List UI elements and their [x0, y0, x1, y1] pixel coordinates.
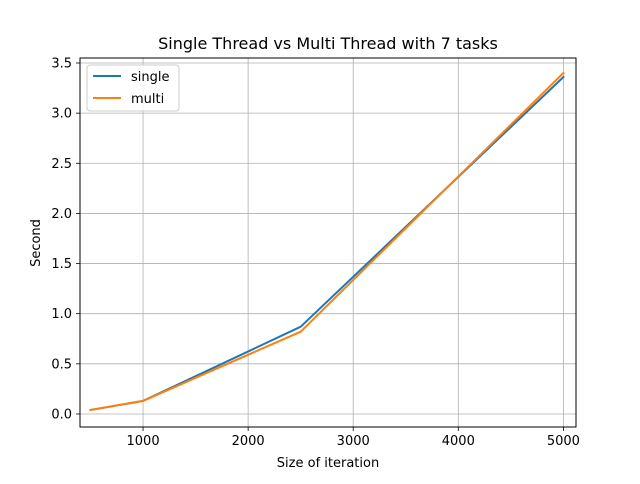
y-tick-label: 2.5: [51, 157, 72, 172]
x-axis-ticks: 1000 2000 3000 4000 5000: [127, 427, 580, 449]
series-lines: [89, 71, 565, 412]
x-tick-label: 5000: [547, 434, 580, 449]
x-tick-label: 2000: [232, 434, 265, 449]
y-tick-label: 1.5: [51, 257, 72, 272]
legend-label-single: single: [131, 70, 170, 85]
y-axis-ticks: 0.0 0.5 1.0 1.5 2.0 2.5 3.0 3.5: [51, 57, 80, 422]
y-tick-label: 2.0: [51, 207, 72, 222]
y-axis-label: Second: [29, 219, 44, 267]
chart-title: Single Thread vs Multi Thread with 7 tas…: [158, 34, 498, 53]
legend: single multi: [86, 64, 180, 112]
y-tick-label: 0.0: [51, 407, 72, 422]
grid-lines: [80, 58, 576, 427]
y-tick-label: 3.0: [51, 107, 72, 122]
legend-label-multi: multi: [131, 92, 164, 107]
x-tick-label: 1000: [127, 434, 160, 449]
y-tick-label: 3.5: [51, 57, 72, 72]
plot-area-frame: [79, 57, 577, 428]
series-line-multi: [89, 71, 565, 412]
x-axis-label: Size of iteration: [277, 456, 379, 471]
x-tick-label: 4000: [442, 434, 475, 449]
y-tick-label: 1.0: [51, 307, 72, 322]
x-tick-label: 3000: [337, 434, 370, 449]
y-tick-label: 0.5: [51, 357, 72, 372]
